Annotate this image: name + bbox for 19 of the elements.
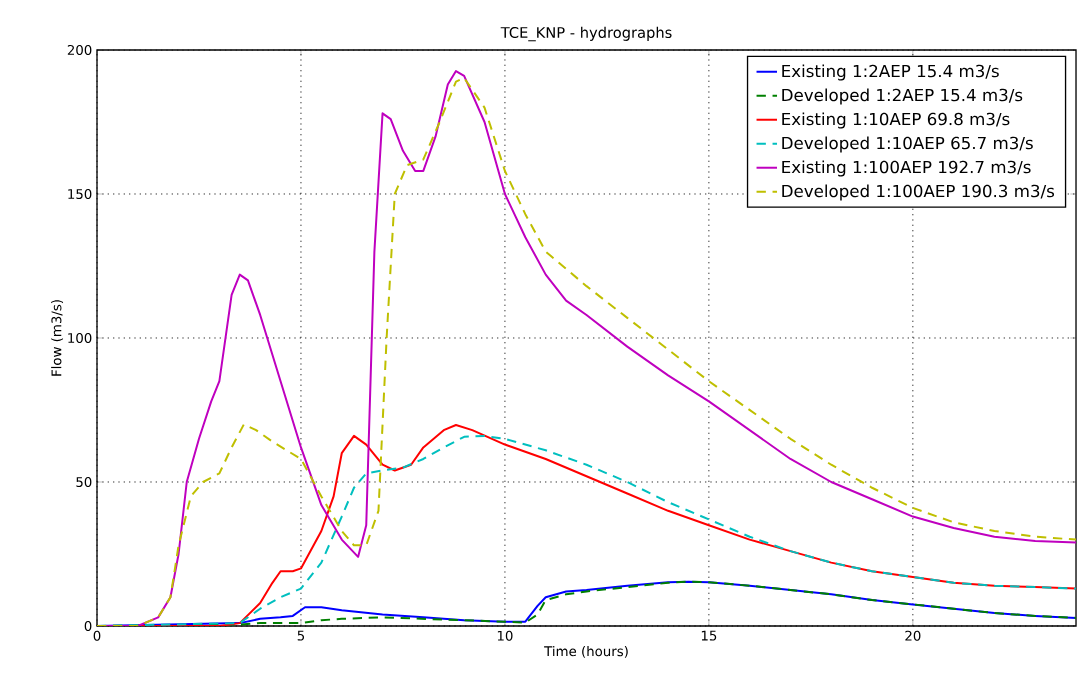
y-tick-label: 100	[68, 332, 92, 344]
chart-title: TCE_KNP - hydrographs	[500, 26, 672, 42]
y-tick-label: 0	[84, 620, 92, 632]
legend-label: Existing 1:10AEP 69.8 m3/s	[782, 112, 1010, 129]
y-axis-title: Flow (m3/s)	[51, 300, 64, 376]
x-tick-label: 20	[905, 630, 921, 641]
x-tick-label: 5	[297, 630, 305, 641]
x-tick-label: 15	[701, 630, 717, 641]
legend-label: Developed 1:100AEP 190.3 m3/s	[782, 184, 1055, 201]
y-tick-label: 150	[68, 188, 92, 200]
legend-label: Existing 1:100AEP 192.7 m3/s	[782, 160, 1031, 177]
legend-label: Existing 1:2AEP 15.4 m3/s	[782, 64, 999, 81]
x-tick-label: 10	[497, 630, 513, 641]
legend-label: Developed 1:2AEP 15.4 m3/s	[782, 88, 1023, 105]
legend-label: Developed 1:10AEP 65.7 m3/s	[782, 136, 1033, 153]
x-tick-label: 0	[93, 630, 101, 641]
y-tick-label: 50	[76, 476, 92, 488]
y-tick-label: 200	[67, 44, 92, 56]
x-axis-title: Time (hours)	[544, 645, 628, 658]
